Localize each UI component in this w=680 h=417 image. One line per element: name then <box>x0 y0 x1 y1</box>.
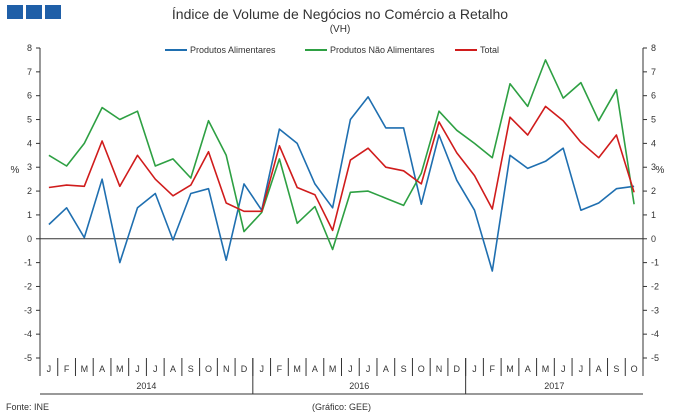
x-tick-label: J <box>561 364 566 374</box>
x-tick-label: M <box>506 364 514 374</box>
x-tick-label: O <box>205 364 212 374</box>
logo-square-3 <box>45 5 61 19</box>
x-tick-label: J <box>579 364 584 374</box>
x-tick-label: J <box>348 364 353 374</box>
x-tick-label: F <box>277 364 283 374</box>
y-tick-label-left: 4 <box>27 138 32 148</box>
y-tick-label-left: 2 <box>27 186 32 196</box>
x-tick-label: M <box>542 364 550 374</box>
y-tick-label-right: -2 <box>651 281 659 291</box>
x-tick-label: M <box>116 364 124 374</box>
y-tick-label-right: -4 <box>651 329 659 339</box>
x-tick-label: A <box>312 364 318 374</box>
series-line-3 <box>48 105 635 232</box>
x-tick-label: M <box>329 364 337 374</box>
y-tick-label-right: 1 <box>651 210 656 220</box>
y-tick-label-right: 0 <box>651 234 656 244</box>
y-tick-label-left: -2 <box>24 281 32 291</box>
chart-credit: (Gráfico: GEE) <box>312 402 372 412</box>
source-note: Fonte: INE <box>6 402 50 412</box>
x-tick-label: M <box>293 364 301 374</box>
year-label: 2016 <box>349 381 369 391</box>
y-tick-label-left: 8 <box>27 43 32 53</box>
x-tick-label: S <box>613 364 619 374</box>
y-tick-label-left: 1 <box>27 210 32 220</box>
x-tick-label: J <box>135 364 140 374</box>
x-tick-label: D <box>454 364 461 374</box>
y-tick-label-right: 2 <box>651 186 656 196</box>
legend-label: Produtos Alimentares <box>190 45 276 55</box>
chart-title: Índice de Volume de Negócios no Comércio… <box>171 6 509 22</box>
y-tick-label-right: 4 <box>651 138 656 148</box>
y-tick-label-left: -4 <box>24 329 32 339</box>
y-tick-label-left: 0 <box>27 234 32 244</box>
series-line-1 <box>48 96 635 272</box>
y-tick-label-left: -5 <box>24 353 32 363</box>
x-tick-label: M <box>81 364 89 374</box>
y-tick-label-right: -1 <box>651 258 659 268</box>
x-tick-label: J <box>47 364 52 374</box>
legend-label: Produtos Não Alimentares <box>330 45 435 55</box>
y-tick-label-right: -5 <box>651 353 659 363</box>
x-tick-label: J <box>472 364 477 374</box>
x-tick-label: F <box>64 364 70 374</box>
y-tick-label-right: -3 <box>651 305 659 315</box>
series-line-2 <box>48 59 635 251</box>
year-label: 2014 <box>136 381 156 391</box>
x-tick-label: A <box>525 364 531 374</box>
y-tick-label-left: 6 <box>27 91 32 101</box>
x-tick-label: N <box>223 364 230 374</box>
x-tick-label: D <box>241 364 248 374</box>
y-tick-label-right: 7 <box>651 67 656 77</box>
x-tick-label: A <box>383 364 389 374</box>
legend-label: Total <box>480 45 499 55</box>
y-tick-label-left: -1 <box>24 258 32 268</box>
y-tick-label-left: -3 <box>24 305 32 315</box>
chart-subtitle: (VH) <box>329 24 351 35</box>
x-tick-label: O <box>631 364 638 374</box>
x-tick-label: J <box>366 364 371 374</box>
logo-square-2 <box>26 5 42 19</box>
y-tick-label-left: 5 <box>27 115 32 125</box>
x-tick-label: A <box>170 364 176 374</box>
y-tick-label-right: 3 <box>651 162 656 172</box>
x-tick-label: J <box>259 364 264 374</box>
logo-square-1 <box>7 5 23 19</box>
x-tick-label: S <box>401 364 407 374</box>
x-tick-label: A <box>99 364 105 374</box>
x-tick-label: A <box>596 364 602 374</box>
y-tick-label-right: 8 <box>651 43 656 53</box>
x-tick-label: J <box>153 364 158 374</box>
year-label: 2017 <box>544 381 564 391</box>
y-tick-label-right: 6 <box>651 91 656 101</box>
y-tick-label-left: 7 <box>27 67 32 77</box>
y-axis-label-right: % <box>656 165 665 176</box>
y-tick-label-left: 3 <box>27 162 32 172</box>
x-tick-label: S <box>188 364 194 374</box>
y-tick-label-right: 5 <box>651 115 656 125</box>
x-tick-label: F <box>490 364 496 374</box>
x-tick-label: N <box>436 364 443 374</box>
y-axis-label-left: % <box>11 165 20 176</box>
x-tick-label: O <box>418 364 425 374</box>
